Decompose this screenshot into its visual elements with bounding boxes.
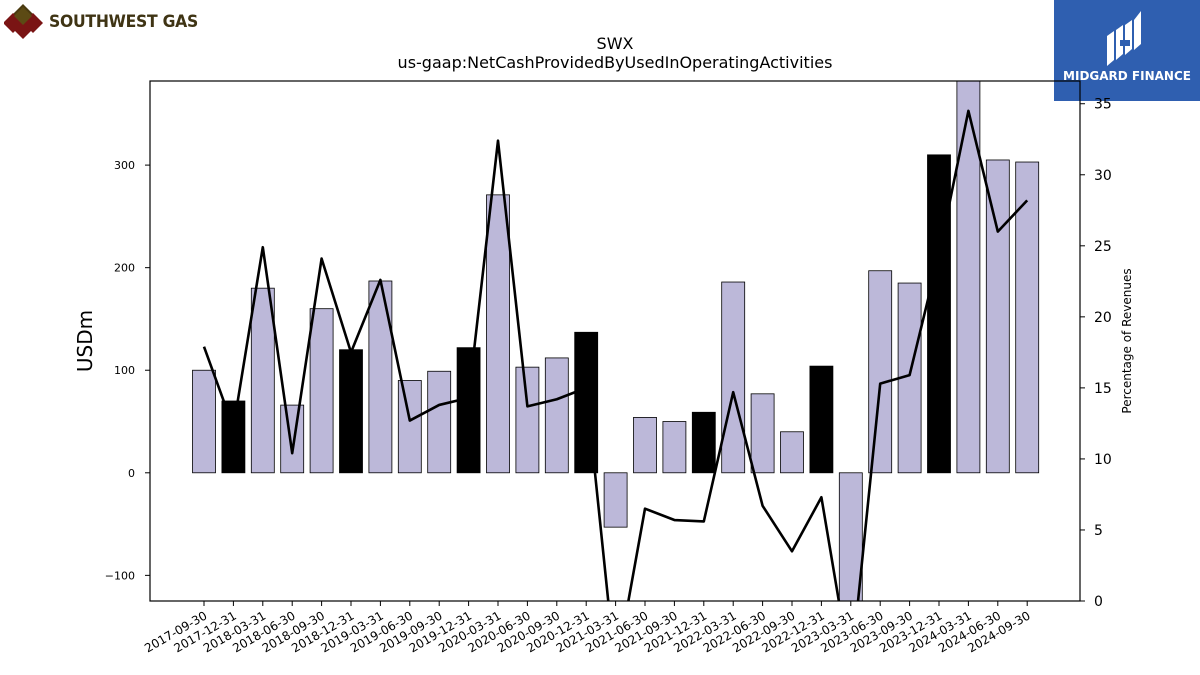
y2-tick-label: 5 — [1094, 523, 1103, 539]
bars-group — [192, 81, 1040, 601]
bar-2017-09-30 — [192, 369, 216, 474]
bar-2018-09-30 — [309, 308, 334, 474]
bar-2021-09-30 — [662, 421, 687, 474]
chart-subtitle: us-gaap:NetCashProvidedByUsedInOperating… — [398, 53, 833, 72]
y2-tick-label: 0 — [1094, 594, 1103, 610]
plot-border — [149, 80, 1081, 602]
bar-2021-03-31 — [603, 472, 628, 528]
y-tick-label: 300 — [114, 159, 135, 172]
bar-2021-06-30 — [633, 417, 657, 474]
y2-axis-label: Percentage of Revenues — [1120, 268, 1134, 413]
bar-2020-12-31 — [574, 331, 599, 474]
y2-tick-label: 30 — [1094, 168, 1112, 184]
midgard-logo-icon — [1107, 11, 1141, 66]
plot-frame — [149, 80, 1081, 602]
bar-2024-03-31 — [956, 81, 981, 474]
bar-2019-12-31 — [456, 347, 481, 474]
y-tick-label: −100 — [105, 569, 135, 582]
y-axis-label: USDm — [73, 310, 97, 372]
bar-2023-12-31 — [927, 154, 951, 474]
bar-2019-06-30 — [397, 380, 422, 474]
brand-logo-box: MIDGARD FINANCE — [1054, 0, 1200, 101]
bar-2019-03-31 — [368, 280, 393, 474]
bar-2022-03-31 — [721, 281, 746, 474]
bar-2017-12-31 — [221, 400, 246, 474]
x-axis: 2017-09-302017-12-312018-03-312018-06-30… — [142, 601, 1033, 655]
bar-2020-09-30 — [544, 357, 569, 474]
bar-2024-06-30 — [985, 159, 1010, 474]
bar-2022-06-30 — [750, 393, 775, 474]
y2-tick-label: 20 — [1094, 310, 1112, 326]
y2-tick-label: 15 — [1094, 381, 1112, 397]
brand-name: MIDGARD FINANCE — [1063, 69, 1191, 83]
y-tick-label: 200 — [114, 262, 135, 275]
bar-2018-12-31 — [339, 349, 363, 474]
y2-tick-label: 35 — [1094, 97, 1112, 113]
bar-2022-09-30 — [780, 431, 804, 474]
bar-2019-09-30 — [427, 370, 452, 474]
y-axis-left: −100 0 100 200 300 — [105, 159, 150, 582]
y2-tick-label: 10 — [1094, 452, 1112, 468]
chart-title: SWX — [597, 34, 634, 53]
company-name: SOUTHWEST GAS — [49, 12, 198, 32]
bar-2018-06-30 — [280, 404, 305, 474]
y2-tick-label: 25 — [1094, 239, 1112, 255]
percent-of-revenues-line — [202, 109, 1029, 601]
bar-2020-06-30 — [515, 366, 540, 474]
bar-2023-06-30 — [868, 270, 893, 474]
bar-2020-03-31 — [486, 194, 510, 474]
company-logo — [4, 4, 43, 39]
percent-line-group — [202, 109, 1029, 601]
bar-2022-12-31 — [809, 365, 834, 474]
y-tick-label: 0 — [128, 467, 135, 480]
flame-diamond-icon — [4, 4, 43, 39]
bar-2018-03-31 — [250, 287, 275, 474]
bar-2024-09-30 — [1015, 161, 1040, 474]
y-tick-label: 100 — [114, 364, 135, 377]
y-axis-right: 0 5 10 15 20 25 30 35 — [1080, 97, 1112, 610]
bar-2021-12-31 — [691, 411, 716, 474]
bar-2023-03-31 — [838, 472, 863, 601]
